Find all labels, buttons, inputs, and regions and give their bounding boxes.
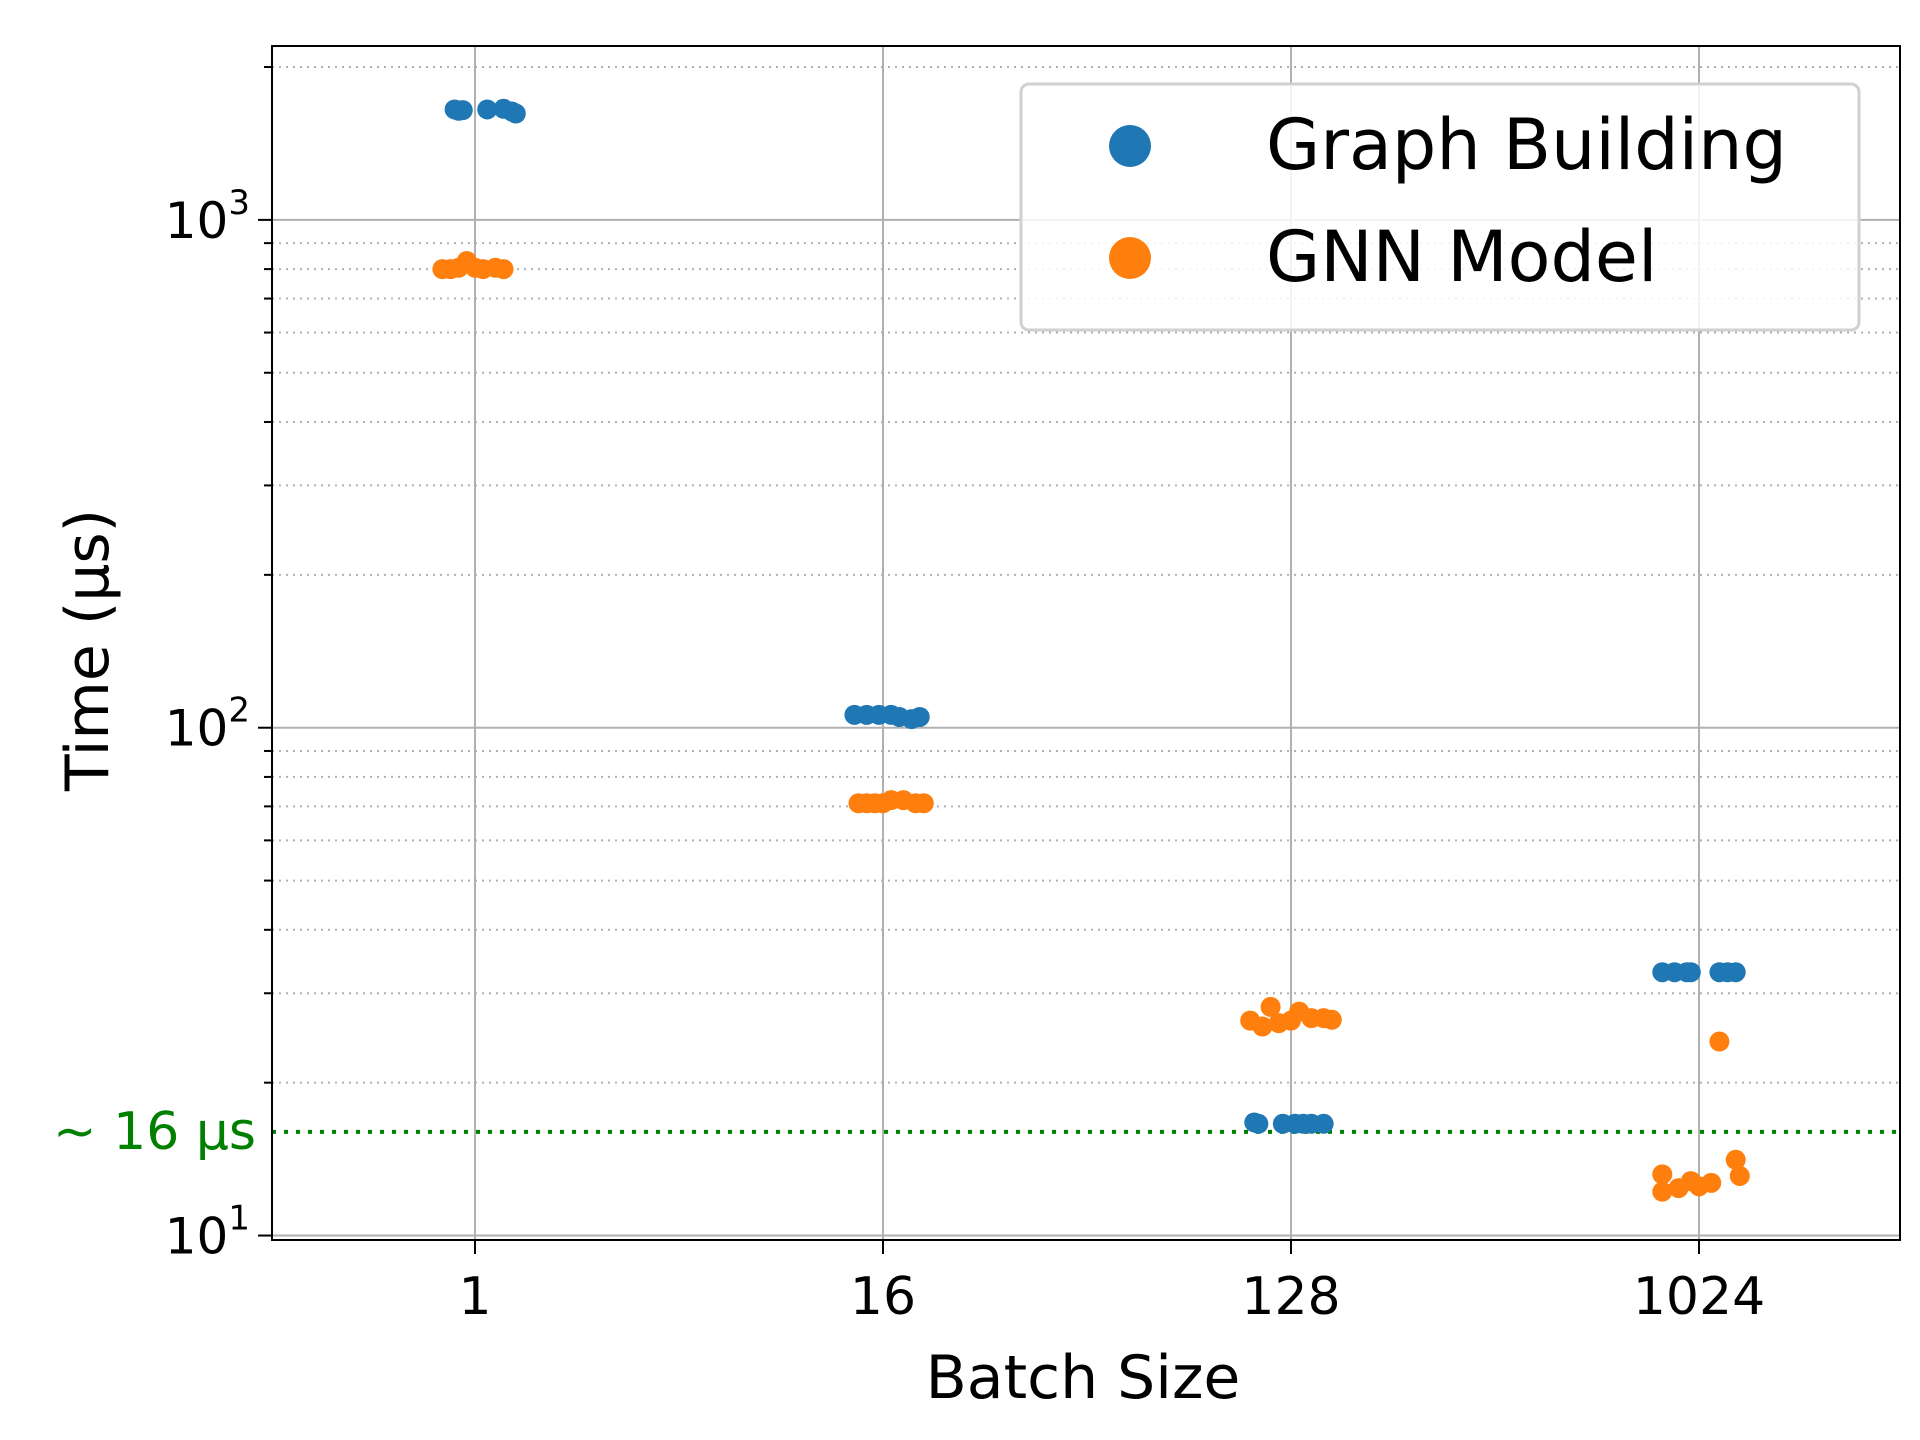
legend-marker-graph-building [1109, 125, 1151, 167]
point-gnn-model [913, 793, 934, 814]
point-graph-building [505, 103, 526, 124]
point-gnn-model [493, 259, 514, 280]
point-graph-building [452, 100, 473, 121]
x-axis-label: Batch Size [926, 1343, 1241, 1413]
point-gnn-model [1652, 1164, 1673, 1185]
legend: Graph Building GNN Model [1019, 82, 1861, 332]
legend-marker-gnn-model [1109, 237, 1151, 279]
x-axis-ticks: 1 16 128 1024 [458, 1240, 1765, 1327]
x-tick-label: 128 [1241, 1267, 1340, 1327]
point-graph-building [1248, 1113, 1269, 1134]
point-graph-building [1680, 962, 1701, 983]
point-graph-building [477, 99, 498, 120]
y-tick-label: 101 [165, 1199, 250, 1266]
point-gnn-model [1709, 1031, 1730, 1052]
point-graph-building [909, 706, 930, 727]
point-gnn-model [1725, 1149, 1746, 1170]
legend-box [1019, 82, 1861, 332]
y-tick-label: 103 [165, 183, 250, 250]
y-axis-ticks: 101 102 103 [165, 66, 272, 1266]
point-gnn-model [1260, 996, 1281, 1017]
y-axis-label: Time (µs) [53, 509, 123, 792]
legend-label-gnn-model: GNN Model [1266, 216, 1657, 298]
data-points [432, 98, 1750, 1202]
x-tick-label: 1024 [1633, 1267, 1765, 1327]
point-gnn-model [1729, 1165, 1750, 1186]
point-gnn-model [1652, 1181, 1673, 1202]
x-tick-label: 1 [458, 1267, 491, 1327]
x-tick-label: 16 [850, 1267, 916, 1327]
point-gnn-model [1321, 1009, 1342, 1030]
legend-label-graph-building: Graph Building [1266, 104, 1787, 186]
point-gnn-model [1252, 1016, 1273, 1037]
point-graph-building [1313, 1113, 1334, 1134]
point-graph-building [1725, 962, 1746, 983]
reference-line-group: ~ 16 µs [53, 1102, 1900, 1162]
reference-line-label: ~ 16 µs [53, 1102, 256, 1162]
point-gnn-model [1701, 1172, 1722, 1193]
y-tick-label: 102 [165, 691, 250, 758]
plot-frame [271, 45, 1901, 1241]
